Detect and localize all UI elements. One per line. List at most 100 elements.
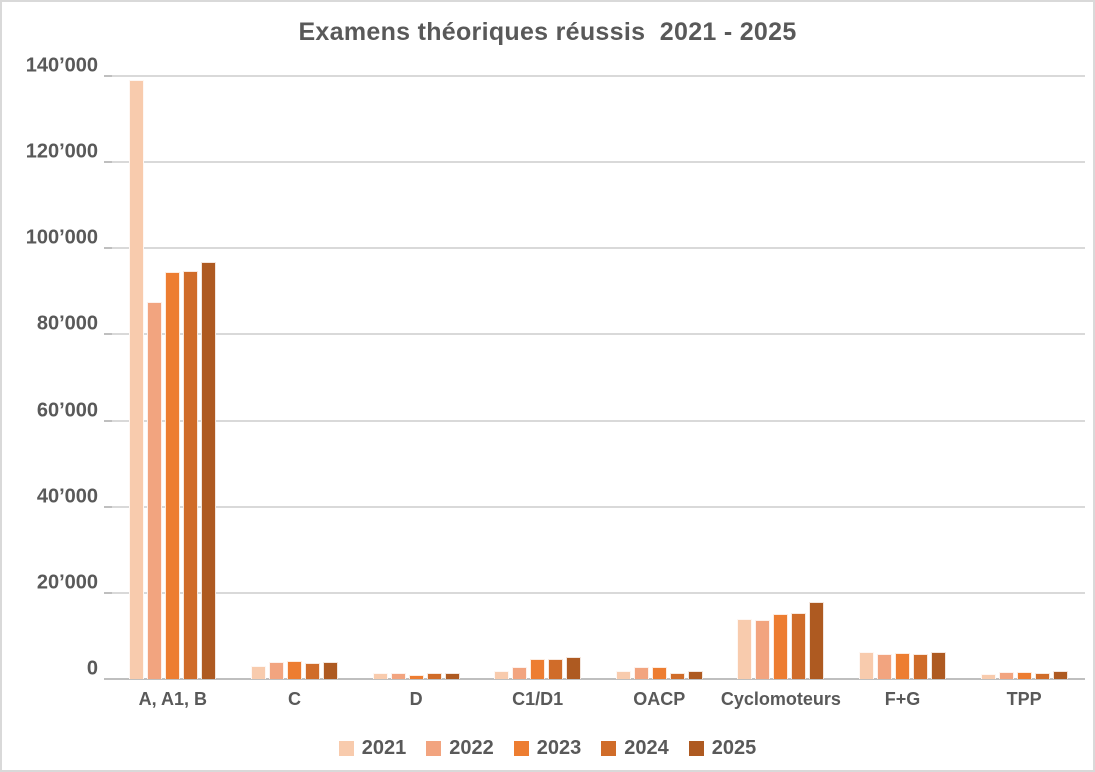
legend-label: 2021 <box>361 737 407 759</box>
gridline <box>112 333 1085 336</box>
bar-group-cyclomoteurs <box>720 76 842 679</box>
y-axis-tick <box>104 591 112 594</box>
bar-2021 <box>129 80 145 679</box>
bar-2023 <box>1016 671 1032 679</box>
y-axis-tick <box>104 161 112 164</box>
x-axis-label: C <box>287 689 301 709</box>
bar-2021 <box>980 674 996 679</box>
legend-label: 2025 <box>711 737 757 759</box>
y-axis-label: 0 <box>86 657 98 680</box>
bar-2025 <box>931 652 947 679</box>
bar-2025 <box>322 661 338 679</box>
gridline <box>112 247 1085 250</box>
y-axis-label: 60’000 <box>36 399 98 422</box>
bar-group-c1-d1 <box>477 76 599 679</box>
bar-2021 <box>859 652 875 679</box>
legend-swatch-icon <box>513 741 529 756</box>
bar-2022 <box>268 661 284 679</box>
bar-2023 <box>773 614 789 679</box>
legend-label: 2024 <box>624 737 669 759</box>
y-axis-tick <box>104 419 112 422</box>
bar-2021 <box>494 671 510 679</box>
bar-2021 <box>372 672 388 679</box>
bar-group-f-g <box>842 76 964 679</box>
bar-2024 <box>304 663 320 679</box>
legend: 2021 2022 2023 2024 2025 <box>2 737 1093 760</box>
bar-2025 <box>1052 670 1068 679</box>
y-axis-tick <box>104 505 112 508</box>
bar-group-d <box>355 76 477 679</box>
legend-item-2024: 2024 <box>601 737 669 760</box>
bar-2025 <box>809 602 825 679</box>
bar-2023 <box>530 658 546 679</box>
x-axis: A, A1, B C D C1/D1 OACP Cyclomoteurs F+G TPP <box>112 689 1085 710</box>
chart-title: Examens théoriques réussis 2021 - 2025 <box>298 18 797 46</box>
y-axis-label: 80’000 <box>36 312 98 335</box>
bar-2025 <box>687 670 703 679</box>
bar-2023 <box>286 661 302 679</box>
bar-2023 <box>651 666 667 679</box>
x-axis-label: TPP <box>1006 689 1042 709</box>
bar-2022 <box>390 672 406 679</box>
bar-2022 <box>877 653 893 679</box>
x-axis-label: F+G <box>884 689 921 709</box>
bar-2023 <box>895 652 911 679</box>
bar-group-oacp <box>599 76 721 679</box>
bar-2025 <box>444 673 460 679</box>
bar-2024 <box>183 270 199 679</box>
x-axis-label: OACP <box>633 689 686 709</box>
y-axis-label: 20’000 <box>36 571 98 594</box>
legend-swatch-icon <box>338 741 354 756</box>
y-axis-label: 120’000 <box>25 140 98 163</box>
legend-label: 2023 <box>536 737 582 759</box>
gridline <box>112 419 1085 422</box>
legend-item-2022: 2022 <box>426 737 494 760</box>
bar-2024 <box>791 613 807 679</box>
y-axis-label: 40’000 <box>36 485 98 508</box>
bar-2022 <box>755 619 771 679</box>
bar-2022 <box>147 302 163 679</box>
bar-2024 <box>548 658 564 679</box>
legend-item-2023: 2023 <box>513 737 582 760</box>
bar-2025 <box>201 262 217 679</box>
legend-label: 2022 <box>449 737 494 759</box>
legend-swatch-icon <box>426 741 442 756</box>
plot-area: 0 20’000 40’000 60’000 80’000 100’000 120’000 1… <box>26 55 1085 680</box>
bar-2024 <box>669 672 685 679</box>
bar-2021 <box>737 618 753 679</box>
legend-swatch-icon <box>601 741 617 756</box>
bar-2021 <box>615 671 631 679</box>
bar-2024 <box>426 673 442 679</box>
legend-item-2025: 2025 <box>688 737 757 760</box>
bar-2025 <box>566 657 582 679</box>
x-axis-label: Cyclomoteurs <box>720 689 841 709</box>
gridline <box>112 75 1085 77</box>
bar-groups <box>112 76 1085 679</box>
bar-2024 <box>1034 672 1050 679</box>
bar-group-tpp <box>963 76 1085 679</box>
bar-2021 <box>250 666 266 679</box>
y-axis-label: 140’000 <box>25 54 98 77</box>
bar-2022 <box>998 671 1014 679</box>
x-axis-line <box>112 678 1085 680</box>
legend-swatch-icon <box>688 741 704 756</box>
bar-2024 <box>913 653 929 679</box>
bar-2023 <box>408 674 424 679</box>
y-axis-tick <box>104 247 112 250</box>
gridline <box>112 591 1085 594</box>
bar-group-a-a1-b <box>112 76 234 679</box>
gridline <box>112 505 1085 508</box>
bar-group-c <box>234 76 356 679</box>
gridline <box>112 161 1085 164</box>
x-axis-label: C1/D1 <box>512 689 564 709</box>
bar-2022 <box>633 666 649 679</box>
x-axis-label: D <box>409 689 423 709</box>
y-axis-label: 100’000 <box>25 226 98 249</box>
bar-2022 <box>512 666 528 679</box>
y-axis-tick <box>104 678 112 680</box>
bar-2023 <box>165 271 181 679</box>
legend-item-2021: 2021 <box>338 737 407 760</box>
x-axis-label: A, A1, B <box>138 689 207 709</box>
y-axis-tick <box>104 333 112 336</box>
